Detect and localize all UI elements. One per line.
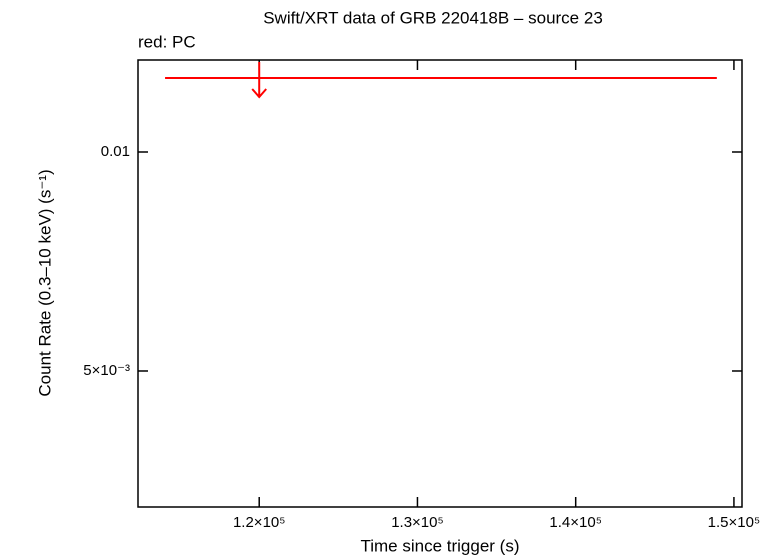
x-tick-label: 1.3×10⁵	[391, 514, 444, 531]
upper-limit-arrow	[251, 62, 267, 99]
y-tick-label: 0.01	[101, 143, 130, 160]
chart-title: Swift/XRT data of GRB 220418B – source 2…	[263, 8, 603, 27]
y-tick-label: 5×10⁻³	[83, 362, 130, 379]
x-tick-label: 1.2×10⁵	[233, 514, 286, 531]
plot-frame	[137, 59, 743, 508]
legend-note: red: PC	[138, 32, 196, 51]
x-axis-label: Time since trigger (s)	[360, 536, 519, 555]
x-tick-label: 1.4×10⁵	[549, 514, 602, 531]
y-axis-label: Count Rate (0.3–10 keV) (s⁻¹)	[35, 169, 54, 396]
x-tick-label: 1.5×10⁵	[708, 514, 761, 531]
